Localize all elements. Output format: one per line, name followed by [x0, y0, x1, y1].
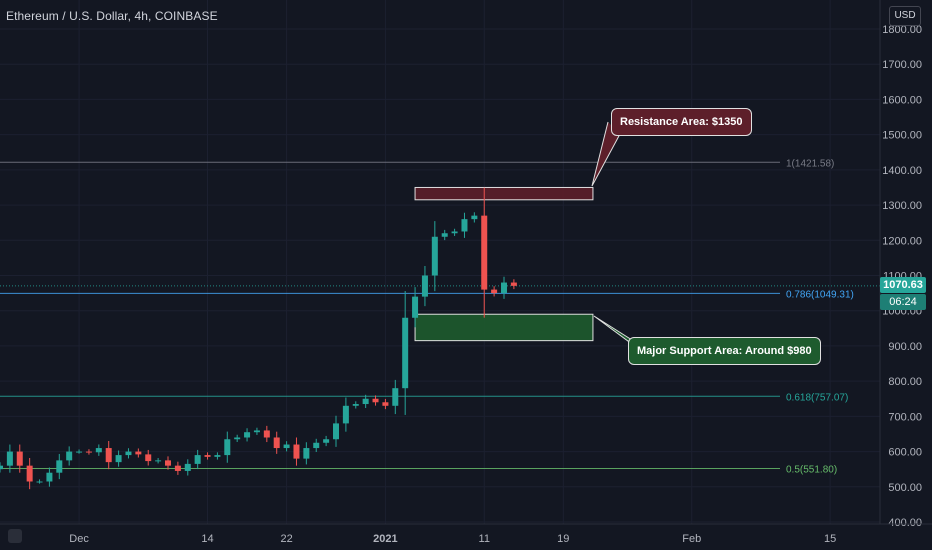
- candle-body: [224, 439, 231, 456]
- candle-body: [323, 439, 330, 443]
- candle-body: [372, 398, 379, 403]
- candle-body: [273, 437, 280, 449]
- candle-body: [244, 432, 251, 438]
- time-tick-label: 22: [280, 533, 292, 545]
- time-tick-label: 2021: [373, 533, 397, 545]
- price-tick-label: 400.00: [888, 517, 922, 529]
- time-axis[interactable]: Dec 14 22 2021 11 19 Feb 15: [0, 523, 932, 545]
- price-tick-label: 700.00: [888, 411, 922, 423]
- candle-body: [253, 430, 260, 433]
- price-axis[interactable]: 400.00500.00600.00700.00800.00900.001000…: [879, 0, 932, 550]
- candle-body: [6, 451, 13, 466]
- candle-body: [392, 388, 399, 406]
- price-tick-label: 1700.00: [882, 59, 922, 71]
- candle-body: [95, 448, 102, 453]
- callout-pointers: [591, 121, 641, 351]
- candle-body: [56, 460, 63, 473]
- time-tick-label: 11: [479, 533, 490, 545]
- candle-body: [412, 296, 419, 318]
- zones[interactable]: [414, 186, 594, 342]
- price-tick-label: 500.00: [888, 482, 922, 494]
- candle-body: [16, 451, 23, 466]
- candle-body: [441, 233, 448, 237]
- candle-body: [431, 236, 438, 276]
- candle-body: [125, 451, 132, 456]
- time-tick-label: 14: [201, 533, 213, 545]
- candle-body: [402, 317, 409, 389]
- candle-body: [76, 451, 83, 453]
- candle-body: [214, 455, 221, 457]
- fib-level-label: 0.786(1049.31): [786, 289, 854, 300]
- candle-body: [115, 455, 122, 463]
- price-tick-label: 1500.00: [882, 130, 922, 142]
- candle-body: [66, 451, 73, 461]
- candle-body: [105, 448, 112, 463]
- price-tick-label: 1400.00: [882, 165, 922, 177]
- price-tick-label: 1600.00: [882, 94, 922, 106]
- candle-body: [283, 444, 290, 449]
- candle-body: [145, 454, 152, 462]
- candle-body: [451, 231, 458, 234]
- candle-body: [471, 215, 478, 220]
- fibonacci-levels[interactable]: 1(1421.58) 0.786(1049.31) 0.618(757.07) 0.5…: [0, 158, 880, 476]
- support-callout[interactable]: Major Support Area: Around $980: [628, 337, 821, 365]
- price-tick-label: 800.00: [888, 376, 922, 388]
- candle-body: [155, 460, 162, 462]
- candle-body: [491, 289, 498, 294]
- candle-body: [481, 215, 488, 290]
- countdown-tag: 06:24: [880, 294, 926, 310]
- currency-button[interactable]: USD: [889, 6, 921, 26]
- support-zone: [414, 313, 594, 342]
- price-axis-background: [880, 0, 932, 550]
- current-price-tag: 1070.63: [880, 277, 926, 293]
- candle-body: [333, 423, 339, 440]
- fib-level-label: 0.5(551.80): [786, 465, 837, 476]
- candle-body: [194, 455, 201, 464]
- candle-body: [184, 463, 191, 471]
- time-tick-label: Feb: [682, 533, 701, 545]
- candle-body: [510, 282, 517, 286]
- chart-title: Ethereum / U.S. Dollar, 4h, COINBASE: [6, 9, 218, 23]
- fib-level-label: 1(1421.58): [786, 158, 834, 169]
- price-tick-label: 600.00: [888, 447, 922, 459]
- candle-body: [362, 398, 369, 405]
- price-tick-label: 1300.00: [882, 200, 922, 212]
- candle-body: [234, 437, 241, 440]
- time-tick-label: 15: [824, 533, 836, 545]
- candle-body: [382, 402, 389, 406]
- candle-body: [352, 404, 359, 406]
- candle-body: [303, 448, 310, 459]
- resistance-callout[interactable]: Resistance Area: $1350: [611, 108, 752, 136]
- price-tick-label: 1800.00: [882, 24, 922, 36]
- candle-body: [204, 455, 211, 457]
- candle-body: [165, 460, 171, 466]
- candle-body: [461, 219, 468, 232]
- resistance-pointer: [591, 121, 621, 187]
- price-tick-label: 1200.00: [882, 235, 922, 247]
- candle-body: [293, 444, 300, 459]
- candle-body: [421, 275, 428, 297]
- price-tick-label: 900.00: [888, 341, 922, 353]
- candle-body: [36, 481, 43, 483]
- time-tick-label: Dec: [69, 533, 89, 545]
- candle-body: [85, 451, 92, 453]
- candle-body: [263, 430, 270, 438]
- fib-level-label: 0.618(757.07): [786, 392, 848, 403]
- candle-body: [174, 465, 181, 471]
- candle-body: [26, 465, 33, 482]
- resistance-zone: [414, 186, 594, 201]
- tradingview-logo-icon: [8, 529, 22, 543]
- time-tick-label: 19: [557, 533, 569, 545]
- candle-body: [501, 282, 507, 294]
- candle-body: [0, 465, 3, 470]
- candle-body: [46, 472, 53, 482]
- grid-lines: [0, 0, 880, 524]
- candles: [0, 187, 517, 490]
- candle-body: [313, 442, 320, 449]
- candle-body: [135, 451, 142, 455]
- candle-body: [342, 405, 349, 424]
